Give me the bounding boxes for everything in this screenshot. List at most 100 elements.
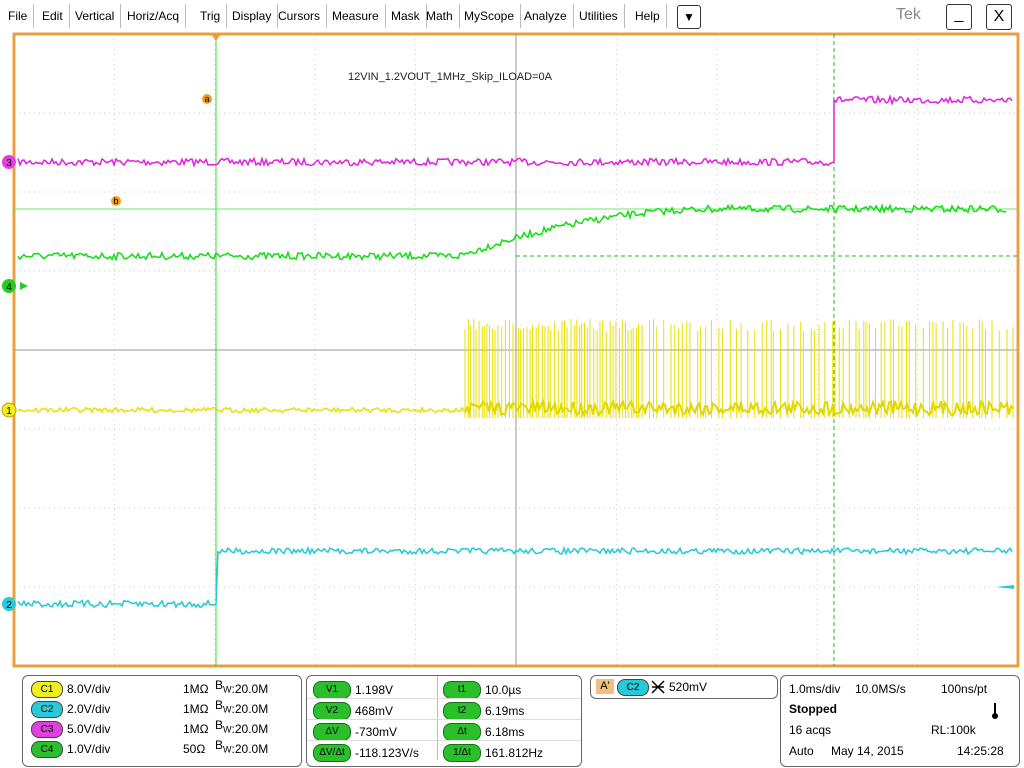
menu-item[interactable]: Math [420, 4, 460, 28]
menu-item[interactable]: File [2, 4, 35, 28]
ch1-base [17, 405, 465, 414]
screen-border [12, 32, 1020, 668]
acq-count: 16 acqs [789, 723, 832, 737]
cursor-divider [437, 718, 438, 739]
graticule [14, 34, 1018, 666]
marker-a [202, 94, 212, 104]
acq-mode: Auto [789, 744, 814, 758]
volts-per-div: 2.0V/div [67, 702, 111, 716]
marker-b [111, 196, 121, 206]
menu-item[interactable]: Help [629, 4, 667, 28]
cursor-value: 1.198V [355, 683, 394, 697]
bw-letter: B [215, 698, 224, 712]
trigger-pos [211, 34, 221, 41]
date: May 14, 2015 [831, 744, 904, 758]
cursor-divider [437, 697, 438, 718]
bw-sub: W [223, 744, 232, 755]
cursor-divider [437, 676, 438, 697]
impedance: 50Ω [183, 742, 206, 756]
cursor-value: 161.812Hz [485, 746, 544, 760]
bw-sub: W [223, 724, 232, 735]
ch3-marker-text: 3 [6, 158, 12, 169]
cursor-value: 468mV [355, 704, 394, 718]
ch4-marker-text: 4 [6, 282, 12, 293]
bw-value: :20.0M [231, 722, 269, 736]
bw-sub: W [223, 704, 232, 715]
menu-item[interactable]: Measure [326, 4, 386, 28]
cursor-panel: V1 1.198V t1 10.0µs V2 468mV t2 6.19ms ΔV -730mV Δ… [306, 675, 582, 767]
bw-value: :20.0M [231, 742, 269, 756]
channel-panel: C1 8.0V/div 1MΩ BW:20.0M C2 2.0V/div 1MΩ BW:20.… [22, 675, 302, 767]
cursor-label: V1 [313, 681, 351, 699]
thermometer-icon [992, 703, 998, 719]
menu-item[interactable]: Horiz/Acq [121, 4, 187, 28]
cursor-label: ΔV [313, 723, 351, 741]
menu-item[interactable]: Edit [36, 4, 70, 28]
ch1-marker-text: 1 [6, 406, 12, 417]
cursor-label: t1 [443, 681, 481, 699]
menu-item[interactable]: MyScope [458, 4, 522, 28]
ch1-marker [1, 402, 17, 418]
acquisition-panel: 1.0ms/div 10.0MS/s 100ns/pt Stopped 16 a… [780, 675, 1020, 767]
trigger-slope-icon [651, 680, 665, 694]
volts-per-div: 5.0V/div [67, 722, 111, 736]
ch2-marker-text: 2 [6, 600, 12, 611]
dropdown-button[interactable]: ▼ [677, 5, 701, 29]
time: 14:25:28 [957, 744, 1004, 758]
cursor-label: Δt [443, 723, 481, 741]
close-button[interactable]: X [986, 4, 1012, 30]
scope-screen: 12VIN_1.2VOUT_1MHz_Skip_ILOAD=0A a b 3 4… [1, 32, 1020, 668]
menu-item[interactable]: Utilities [573, 4, 625, 28]
bandwidth: BW:20.0M [215, 718, 269, 736]
cursor-value: -730mV [355, 725, 398, 739]
marker-b-text: b [113, 196, 118, 206]
cursor-row-divider [307, 740, 581, 741]
menu-item[interactable]: Mask [385, 4, 427, 28]
trigger-panel: A' C2 520mV [590, 675, 778, 699]
bw-letter: B [215, 678, 224, 692]
cursor-row-divider [307, 719, 581, 720]
channel-badge: C4 [31, 741, 63, 758]
ch4-wave [17, 203, 1007, 262]
impedance: 1MΩ [183, 682, 209, 696]
sample-rate: 10.0MS/s [855, 682, 906, 696]
cursor-label: t2 [443, 702, 481, 720]
bandwidth: BW:20.0M [215, 678, 269, 696]
cursor-value: 6.19ms [485, 704, 525, 718]
marker-a-text: a [204, 94, 209, 104]
cursor-value: 10.0µs [485, 683, 522, 697]
menu-item[interactable]: Display [226, 4, 279, 28]
channel-badge: C1 [31, 681, 63, 698]
bw-value: :20.0M [231, 682, 269, 696]
impedance: 1MΩ [183, 722, 209, 736]
resolution: 100ns/pt [941, 682, 988, 696]
volts-per-div: 1.0V/div [67, 742, 111, 756]
trigger-level: 520mV [669, 680, 708, 694]
bw-letter: B [215, 738, 224, 752]
record-length: RL:100k [931, 723, 976, 737]
ch2-wave [17, 546, 1013, 609]
time-div: 1.0ms/div [789, 682, 841, 696]
cursor-label: ΔV/Δt [313, 744, 351, 762]
cursor-label: V2 [313, 702, 351, 720]
acq-state: Stopped [789, 702, 837, 716]
ch4-marker [2, 279, 16, 293]
impedance: 1MΩ [183, 702, 209, 716]
waveforms [17, 94, 1014, 609]
cursor-value: -118.123V/s [355, 746, 419, 760]
trigger-source: A' [596, 679, 614, 694]
bw-letter: B [215, 718, 224, 732]
menu-item[interactable]: Cursors [272, 4, 328, 28]
menu-item[interactable]: Vertical [69, 4, 122, 28]
ch2-trigger-arrow [996, 585, 1014, 589]
menu-bar: File Edit Vertical Horiz/Acq Trig Display Curs… [0, 0, 1024, 32]
menu-item[interactable]: Trig [194, 4, 228, 28]
logo: Tek [896, 6, 921, 23]
cursor-value: 6.18ms [485, 725, 525, 739]
ch1-band [464, 397, 1014, 418]
screen-label: 12VIN_1.2VOUT_1MHz_Skip_ILOAD=0A [348, 71, 553, 83]
menu-item[interactable]: Analyze [518, 4, 574, 28]
minimize-button[interactable]: _ [946, 4, 972, 30]
ch3-marker [2, 155, 16, 169]
